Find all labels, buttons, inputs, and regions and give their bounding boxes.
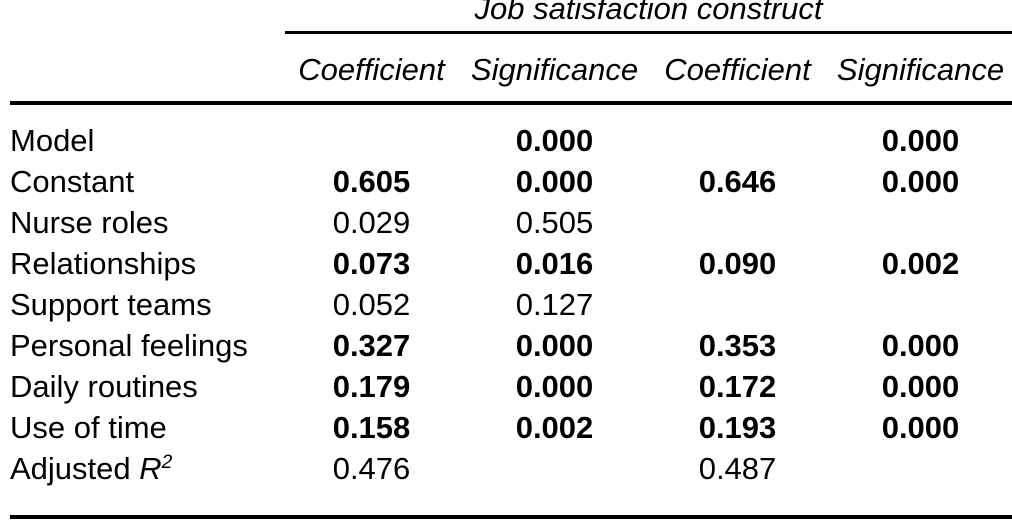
coefficient-2-value [646, 120, 829, 161]
header-coefficient-1: Coefficient [298, 52, 445, 87]
row-label: Constant [10, 164, 135, 199]
row-label: Daily routines [10, 369, 198, 404]
significance-1-value: 0.000 [515, 123, 594, 158]
table-row: Use of time 0.158 0.002 0.193 0.000 [0, 407, 1012, 448]
significance-2-value [829, 448, 1012, 494]
row-label: Adjusted R2 [0, 448, 280, 494]
coefficient-1-value: 0.476 [332, 451, 411, 486]
coefficient-1-value: 0.327 [332, 328, 411, 363]
coefficient-1-value: 0.158 [332, 410, 411, 445]
coefficient-1-value: 0.029 [332, 205, 411, 240]
coefficient-1-value [280, 120, 463, 161]
header-row: Coefficient Significance Coefficient Sig… [0, 48, 1012, 92]
table-row: Daily routines 0.179 0.000 0.172 0.000 [0, 366, 1012, 407]
row-label: Nurse roles [10, 205, 169, 240]
coefficient-1-value: 0.073 [332, 246, 411, 281]
coefficient-2-value [646, 284, 829, 325]
header-significance-1: Significance [470, 52, 639, 87]
significance-2-value [829, 284, 1012, 325]
coefficient-2-value: 0.353 [698, 328, 777, 363]
spanner-title: Job satisfaction construct [474, 0, 823, 26]
row-label: Relationships [10, 246, 197, 281]
significance-2-value: 0.002 [881, 246, 960, 281]
label-text-part: Adjusted [10, 451, 140, 486]
significance-2-value [829, 202, 1012, 243]
table-row: Relationships 0.073 0.016 0.090 0.002 [0, 243, 1012, 284]
coefficient-1-value: 0.052 [332, 287, 411, 322]
bottom-rule [10, 515, 1012, 519]
coefficient-1-value: 0.605 [332, 164, 411, 199]
coefficient-2-value: 0.487 [698, 451, 777, 486]
significance-1-value: 0.000 [515, 328, 594, 363]
table-row: Nurse roles 0.029 0.505 [0, 202, 1012, 243]
coefficient-2-value: 0.172 [698, 369, 777, 404]
significance-1-value: 0.002 [515, 410, 594, 445]
spanner-rule [285, 31, 1012, 34]
significance-1-value: 0.505 [515, 205, 594, 240]
row-label: Use of time [10, 410, 167, 445]
significance-1-value [463, 448, 646, 494]
coefficient-2-value: 0.090 [698, 246, 777, 281]
table-row: Adjusted R2 0.476 0.487 [0, 448, 1012, 489]
significance-2-value: 0.000 [881, 328, 960, 363]
significance-2-value: 0.000 [881, 369, 960, 404]
table-row: Support teams 0.052 0.127 [0, 284, 1012, 325]
row-label: Personal feelings [10, 328, 248, 363]
coefficient-2-value [646, 202, 829, 243]
coefficient-1-value: 0.179 [332, 369, 411, 404]
header-coefficient-2: Coefficient [664, 52, 811, 87]
significance-1-value: 0.000 [515, 369, 594, 404]
significance-1-value: 0.127 [515, 287, 594, 322]
significance-1-value: 0.016 [515, 246, 594, 281]
header-significance-2: Significance [836, 52, 1005, 87]
table-body: Model 0.000 0.000 Constant 0.605 0.000 0.646 0.… [0, 120, 1012, 489]
significance-2-value: 0.000 [881, 123, 960, 158]
label-italic-part: R [139, 451, 162, 486]
significance-2-value: 0.000 [881, 410, 960, 445]
table-row: Model 0.000 0.000 [0, 120, 1012, 161]
header-rule [10, 101, 1012, 105]
coefficient-2-value: 0.193 [698, 410, 777, 445]
row-label: Model [10, 123, 95, 158]
significance-2-value: 0.000 [881, 164, 960, 199]
label-superscript-part: 2 [161, 452, 173, 474]
significance-1-value: 0.000 [515, 164, 594, 199]
table-row: Personal feelings 0.327 0.000 0.353 0.000 [0, 325, 1012, 366]
coefficient-2-value: 0.646 [698, 164, 777, 199]
table-row: Constant 0.605 0.000 0.646 0.000 [0, 161, 1012, 202]
row-label: Support teams [10, 287, 212, 322]
